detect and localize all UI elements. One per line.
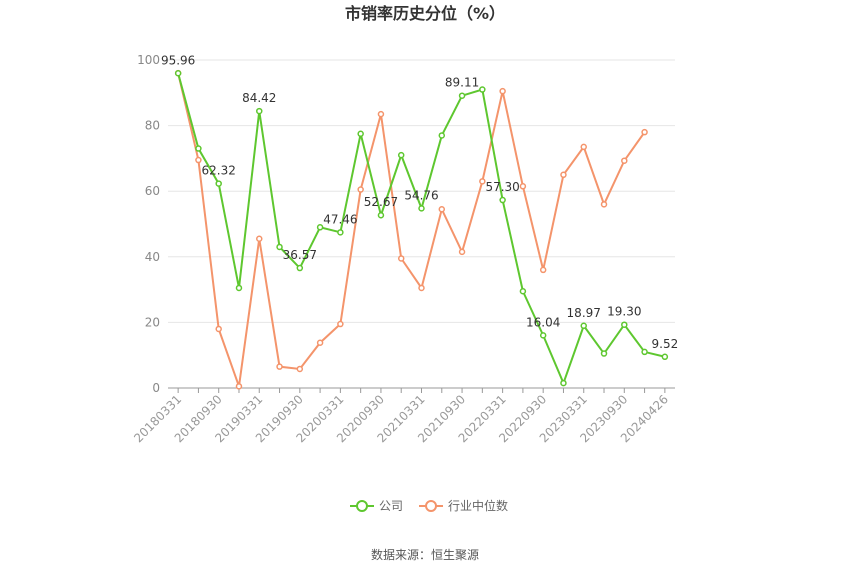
data-point bbox=[195, 145, 202, 152]
data-point bbox=[397, 255, 405, 262]
legend-item: 公司 bbox=[350, 499, 403, 513]
data-point bbox=[174, 70, 182, 77]
data-point bbox=[235, 284, 243, 292]
data-point bbox=[600, 201, 608, 208]
data-point bbox=[357, 130, 364, 138]
data-label: 36.57 bbox=[283, 248, 317, 262]
data-point bbox=[621, 157, 628, 164]
legend-label: 行业中位数 bbox=[448, 498, 508, 513]
data-point bbox=[377, 211, 385, 219]
data-point bbox=[296, 264, 304, 272]
data-point bbox=[580, 143, 587, 151]
data-point bbox=[256, 235, 263, 243]
data-label: 84.42 bbox=[242, 91, 276, 105]
legend-label: 公司 bbox=[379, 499, 403, 513]
data-label: 95.96 bbox=[161, 53, 195, 67]
y-tick-label: 40 bbox=[145, 250, 160, 264]
data-label: 57.30 bbox=[485, 180, 519, 194]
data-point bbox=[479, 86, 486, 93]
data-point bbox=[641, 348, 648, 356]
series-line bbox=[177, 72, 666, 386]
y-tick-label: 0 bbox=[152, 381, 160, 395]
data-point bbox=[296, 365, 304, 373]
data-label: 62.32 bbox=[202, 164, 236, 178]
data-point bbox=[479, 178, 486, 185]
data-point bbox=[276, 363, 283, 370]
data-point bbox=[499, 196, 506, 204]
data-point bbox=[235, 383, 243, 390]
data-label: 47.46 bbox=[323, 212, 357, 226]
data-point bbox=[316, 339, 324, 346]
data-label: 52.67 bbox=[364, 195, 398, 209]
data-label: 16.04 bbox=[526, 315, 560, 329]
data-point bbox=[519, 287, 527, 295]
data-point bbox=[539, 266, 547, 274]
data-point bbox=[641, 128, 648, 136]
data-label: 54.76 bbox=[404, 188, 438, 202]
data-point bbox=[438, 132, 446, 139]
data-point bbox=[458, 92, 466, 99]
data-point bbox=[600, 350, 608, 357]
data-point bbox=[357, 186, 364, 193]
data-point bbox=[377, 110, 385, 118]
data-point bbox=[397, 151, 405, 159]
data-label: 9.52 bbox=[652, 337, 679, 351]
y-tick-label: 20 bbox=[145, 315, 160, 329]
data-point bbox=[621, 321, 628, 328]
data-point bbox=[215, 180, 222, 187]
data-point bbox=[580, 322, 587, 330]
data-point bbox=[560, 171, 567, 179]
data-point bbox=[560, 379, 567, 387]
y-tick-label: 100 bbox=[137, 53, 160, 67]
data-point bbox=[661, 353, 669, 361]
data-point bbox=[195, 156, 202, 164]
data-point bbox=[337, 320, 344, 328]
data-point bbox=[316, 224, 324, 231]
legend-item: 行业中位数 bbox=[419, 498, 508, 513]
data-point bbox=[438, 205, 446, 213]
data-point bbox=[337, 229, 344, 236]
chart-title: 市销率历史分位（%） bbox=[345, 4, 505, 23]
data-point bbox=[215, 325, 222, 333]
data-point bbox=[539, 332, 547, 339]
data-point bbox=[519, 183, 527, 190]
legend-swatch-marker bbox=[356, 500, 368, 512]
legend-swatch-marker bbox=[425, 500, 438, 512]
data-label: 18.97 bbox=[567, 306, 601, 320]
data-point bbox=[458, 248, 466, 256]
data-label: 89.11 bbox=[445, 76, 479, 90]
data-point bbox=[418, 284, 425, 292]
y-tick-label: 80 bbox=[145, 119, 160, 133]
y-tick-label: 60 bbox=[145, 184, 160, 198]
data-point bbox=[256, 107, 263, 115]
source-note: 数据来源：恒生聚源 bbox=[371, 547, 479, 562]
data-label: 19.30 bbox=[607, 305, 641, 319]
data-point bbox=[418, 205, 425, 212]
data-point bbox=[499, 87, 506, 95]
series-line bbox=[177, 72, 646, 387]
data-point bbox=[276, 243, 283, 251]
